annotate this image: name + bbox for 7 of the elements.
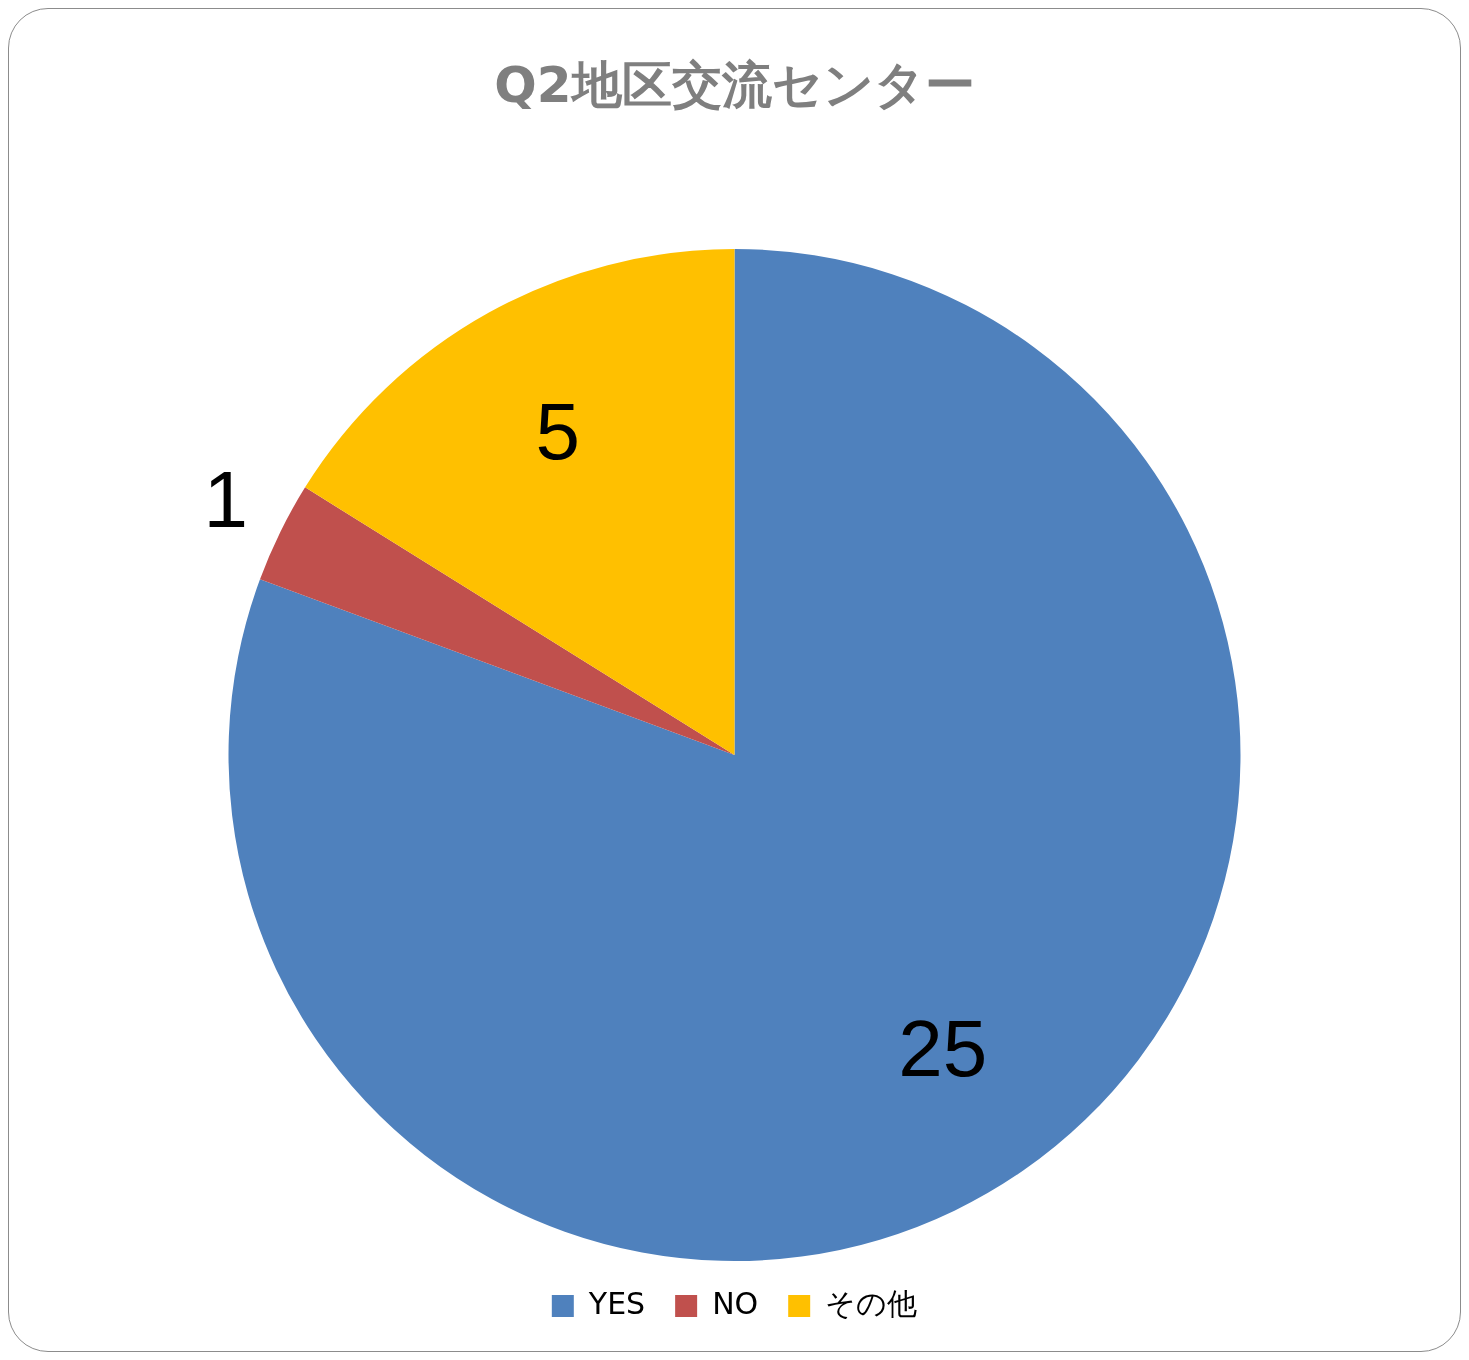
legend-label: YES [587,1285,646,1321]
data-label: 25 [898,1004,988,1094]
data-label: 1 [203,455,248,545]
chart-title: Q2地区交流センター [494,55,975,114]
legend-label: NO [712,1285,759,1321]
data-label: 5 [535,386,580,476]
legend-label: その他 [825,1285,918,1321]
